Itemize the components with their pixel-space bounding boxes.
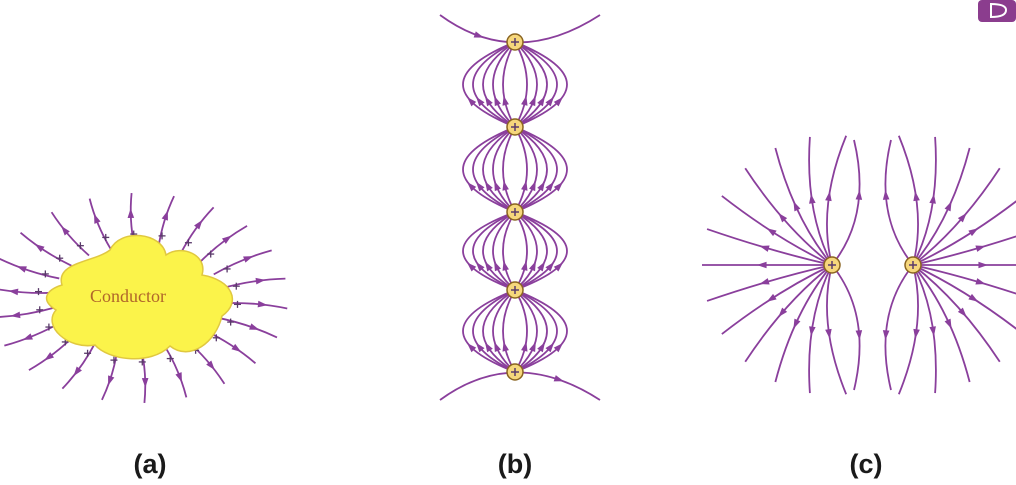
panel-label: (b) bbox=[498, 449, 532, 479]
logo bbox=[978, 0, 1016, 22]
figure: Conductor (a) (b) (c) bbox=[0, 0, 1016, 485]
panel-label: (c) bbox=[850, 449, 883, 479]
page: Conductor (a) (b) (c) (() => { const dat… bbox=[0, 0, 1016, 485]
panel-label: (a) bbox=[134, 449, 167, 479]
conductor-label: Conductor bbox=[90, 286, 166, 306]
